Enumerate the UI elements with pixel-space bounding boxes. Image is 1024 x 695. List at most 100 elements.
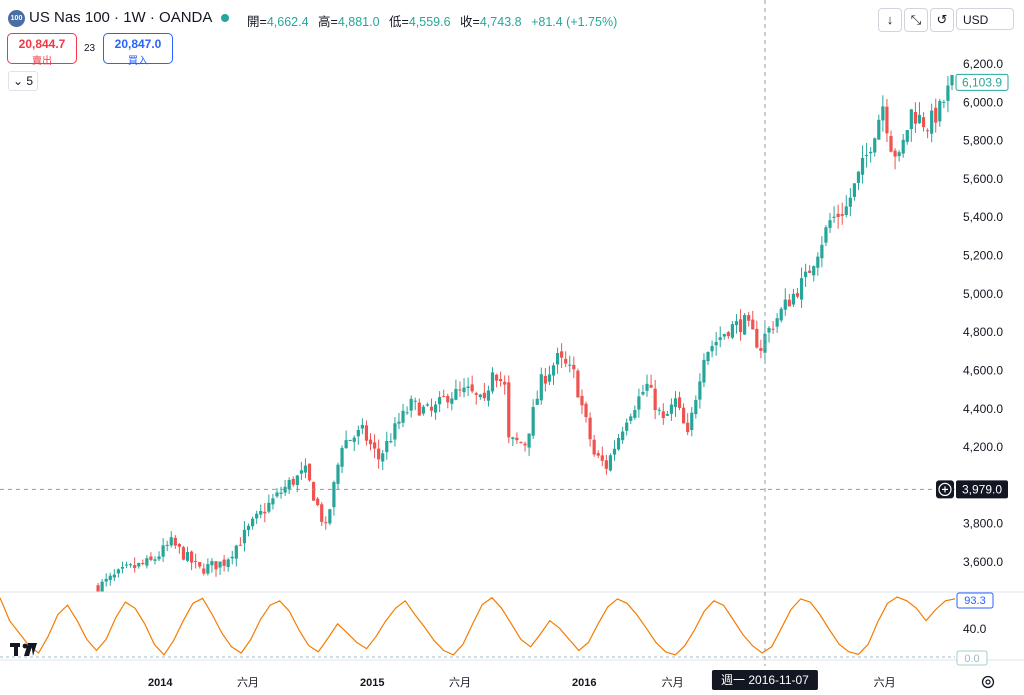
candle — [560, 343, 564, 369]
add-alert-plus-icon[interactable] — [936, 480, 954, 499]
candle — [531, 399, 535, 439]
candle — [389, 433, 393, 444]
candle — [893, 148, 897, 170]
candle — [885, 99, 889, 142]
candle — [336, 462, 340, 490]
candle — [921, 112, 926, 132]
candle — [417, 398, 421, 416]
candle — [926, 128, 930, 139]
candle — [734, 314, 739, 334]
y-tick-label: 6,000.0 — [963, 95, 1003, 109]
candle — [572, 356, 576, 379]
candle — [344, 430, 348, 449]
y-tick-label: 4,200.0 — [963, 440, 1003, 454]
candle — [808, 265, 812, 273]
candle — [938, 98, 942, 127]
candle — [889, 130, 893, 153]
candle — [242, 521, 247, 552]
candle — [743, 312, 747, 335]
x-tick-label: 六月 — [237, 676, 259, 689]
candle — [348, 439, 352, 442]
candle — [316, 496, 320, 507]
restore-icon[interactable]: ↺ — [930, 8, 954, 32]
crosshair-date-label: 週一 2016-11-07 — [711, 670, 818, 690]
candle — [250, 516, 255, 530]
candle — [271, 493, 275, 510]
y-tick-label: 4,600.0 — [963, 363, 1003, 377]
oscillator-zero-label: 0.0 — [964, 653, 979, 665]
open-value: 4,662.4 — [266, 15, 309, 29]
tradingview-logo-icon[interactable] — [10, 643, 37, 656]
candle — [116, 568, 120, 578]
candle — [255, 510, 259, 524]
candle — [299, 461, 303, 480]
candle — [775, 313, 779, 333]
x-tick-label: 六月 — [662, 676, 684, 689]
candle — [377, 439, 381, 469]
currency-select[interactable]: USD — [956, 8, 1014, 30]
y-tick-label: 5,800.0 — [963, 134, 1003, 148]
candle — [726, 330, 730, 339]
candle — [401, 403, 405, 428]
sell-price: 20,844.7 — [18, 37, 66, 51]
candle — [942, 99, 946, 109]
candle — [161, 538, 165, 562]
oscillator-value: 93.3 — [964, 595, 985, 607]
crosshair-price-text: 3,979.0 — [962, 482, 1002, 496]
candle — [836, 204, 840, 229]
candle — [535, 390, 539, 406]
candle — [194, 553, 198, 569]
candle — [649, 374, 653, 389]
candle — [917, 102, 922, 124]
candle — [405, 406, 409, 415]
candle — [291, 476, 295, 487]
candle — [133, 557, 137, 573]
candle — [657, 407, 661, 416]
candle — [287, 477, 291, 495]
candle — [625, 418, 629, 436]
candle — [368, 433, 373, 451]
indicators-toggle[interactable]: ⌄ 5 — [8, 71, 38, 91]
candle — [694, 395, 698, 419]
candle — [177, 543, 181, 554]
candle — [580, 389, 584, 414]
candle — [930, 103, 934, 143]
candle — [608, 453, 613, 472]
candle — [621, 426, 625, 444]
candle — [877, 114, 881, 140]
candle — [714, 332, 718, 356]
candle — [665, 410, 669, 417]
candle — [153, 556, 157, 565]
x-axis-ticks: 2014 六月 2015 六月 2016 六月 六月 — [148, 676, 896, 689]
low-key: 低= — [389, 15, 409, 29]
close-key: 收= — [460, 15, 480, 29]
candle — [677, 391, 682, 411]
candle — [824, 225, 828, 247]
oscillator-line — [0, 596, 955, 656]
y-tick-label: 5,200.0 — [963, 249, 1003, 263]
candle — [596, 450, 600, 459]
collapse-icon[interactable]: ⤡ — [904, 8, 928, 32]
candle — [812, 265, 816, 282]
candle — [832, 206, 836, 223]
candle — [828, 212, 832, 233]
candle — [759, 339, 763, 359]
candle — [844, 195, 848, 218]
sell-button[interactable]: 20,844.7 賣出 — [7, 33, 77, 67]
candle — [527, 433, 531, 456]
candle — [210, 558, 214, 573]
candle — [600, 446, 604, 467]
candle — [490, 367, 495, 394]
candle — [120, 561, 125, 574]
candle — [873, 137, 877, 157]
candle — [686, 413, 690, 436]
close-value: 4,743.8 — [479, 15, 522, 29]
symbol-title[interactable]: US Nas 100 · 1W · OANDA — [29, 9, 213, 26]
candle — [641, 384, 645, 396]
candle — [604, 454, 608, 475]
buy-button[interactable]: 20,847.0 買入 — [103, 33, 173, 67]
arrow-down-icon[interactable]: ↓ — [878, 8, 902, 32]
gear-icon[interactable] — [981, 675, 995, 689]
candles — [96, 74, 954, 592]
